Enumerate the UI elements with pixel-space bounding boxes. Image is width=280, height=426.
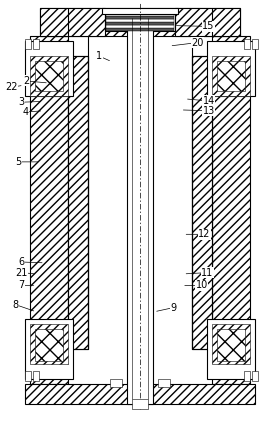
Bar (33, 39, 39, 49)
Text: 15: 15 (202, 21, 215, 32)
Bar (68, 56, 88, 349)
Text: 20: 20 (191, 37, 204, 48)
Bar (35, 61, 63, 91)
Bar (30, 56, 68, 96)
Bar (106, 28, 174, 31)
Bar (106, 25, 174, 28)
Text: 5: 5 (15, 157, 21, 167)
Bar (25, 41, 73, 96)
Bar (192, 56, 212, 349)
Bar (207, 41, 255, 96)
Text: 11: 11 (201, 268, 213, 278)
Bar (25, 39, 31, 49)
Bar (40, 8, 240, 36)
Bar (217, 61, 245, 91)
Bar (25, 384, 255, 404)
Text: 6: 6 (18, 257, 24, 267)
Bar (30, 36, 68, 384)
Text: 22: 22 (5, 82, 17, 92)
Text: 9: 9 (171, 302, 177, 313)
Bar (207, 319, 255, 379)
Bar (40, 8, 105, 36)
Bar (106, 16, 174, 19)
Bar (25, 371, 31, 381)
Text: 8: 8 (12, 299, 18, 310)
Bar (35, 329, 63, 361)
Text: 4: 4 (22, 107, 28, 117)
Bar (127, 16, 153, 404)
Text: 13: 13 (202, 106, 215, 116)
Bar (192, 56, 212, 349)
Text: 2: 2 (24, 76, 30, 86)
Bar (212, 36, 250, 384)
Text: 7: 7 (18, 280, 24, 291)
Bar (33, 371, 39, 381)
Bar (212, 56, 250, 96)
Bar (106, 19, 174, 22)
Bar (106, 10, 174, 13)
Bar (106, 13, 174, 16)
Bar (252, 39, 258, 49)
Text: 14: 14 (202, 96, 215, 106)
Bar (252, 371, 258, 381)
Text: 1: 1 (96, 51, 102, 61)
Bar (106, 22, 174, 25)
Text: 21: 21 (15, 268, 27, 278)
Bar (175, 8, 240, 36)
Text: 10: 10 (195, 280, 208, 291)
Bar (30, 324, 68, 364)
Bar (25, 319, 73, 379)
Bar (158, 379, 170, 387)
Bar (105, 10, 175, 31)
Text: 3: 3 (18, 97, 24, 107)
Bar (102, 8, 178, 14)
Text: 12: 12 (198, 229, 211, 239)
Bar (244, 39, 250, 49)
Bar (132, 399, 148, 409)
Bar (212, 324, 250, 364)
Bar (217, 329, 245, 361)
Bar (110, 379, 122, 387)
Bar (244, 371, 250, 381)
Bar (68, 56, 88, 349)
